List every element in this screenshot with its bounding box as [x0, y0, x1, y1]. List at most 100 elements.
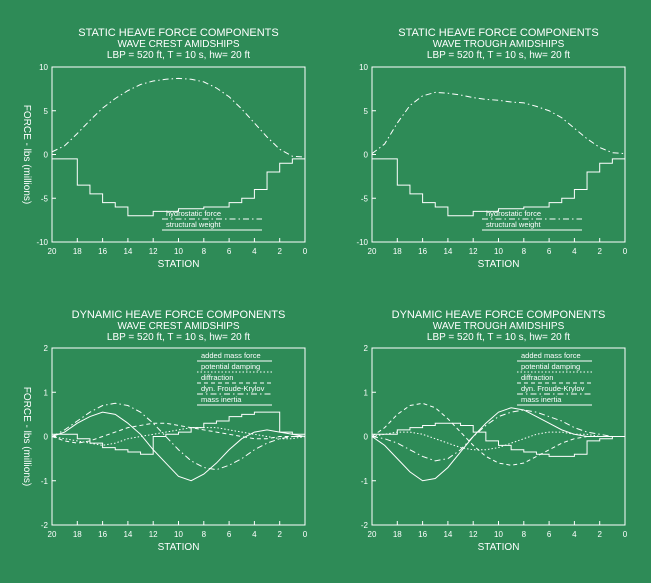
- y-tick-label: 5: [364, 107, 369, 116]
- x-tick-label: 6: [227, 530, 232, 539]
- x-tick-label: 4: [252, 247, 257, 256]
- x-tick-label: 6: [547, 247, 552, 256]
- x-tick-label: 16: [98, 247, 107, 256]
- x-tick-label: 20: [48, 247, 57, 256]
- chart-title: DYNAMIC HEAVE FORCE COMPONENTS: [392, 309, 606, 321]
- x-tick-label: 16: [418, 530, 427, 539]
- chart-title: STATIC HEAVE FORCE COMPONENTS: [78, 27, 278, 39]
- y-tick-label: 0: [364, 151, 369, 160]
- x-tick-label: 8: [522, 530, 527, 539]
- x-axis-label: STATION: [158, 259, 200, 270]
- x-tick-label: 20: [368, 530, 377, 539]
- y-tick-label: -10: [356, 238, 368, 247]
- x-tick-label: 14: [123, 247, 132, 256]
- chart-title: STATIC HEAVE FORCE COMPONENTS: [398, 27, 598, 39]
- legend-label: structural weight: [166, 220, 222, 229]
- x-tick-label: 2: [597, 530, 602, 539]
- y-tick-label: 10: [359, 63, 368, 72]
- series-line-mass-inertia: [372, 422, 625, 457]
- legend-label: diffraction: [201, 373, 233, 382]
- legend-label: added mass force: [521, 351, 581, 360]
- legend-label: mass inertia: [201, 395, 242, 404]
- chart-title: DYNAMIC HEAVE FORCE COMPONENTS: [72, 309, 286, 321]
- x-tick-label: 16: [418, 247, 427, 256]
- chart-params: LBP = 520 ft, T = 10 s, hw= 20 ft: [107, 332, 250, 343]
- x-tick-label: 20: [48, 530, 57, 539]
- legend-label: dyn. Froude-Krylov: [521, 384, 585, 393]
- y-tick-label: 0: [44, 151, 49, 160]
- series-line-mass-inertia: [52, 411, 306, 455]
- legend-label: structural weight: [486, 220, 542, 229]
- x-tick-label: 18: [73, 247, 82, 256]
- x-axis-label: STATION: [478, 542, 520, 553]
- legend-label: added mass force: [201, 351, 261, 360]
- x-tick-label: 10: [494, 247, 503, 256]
- y-axis-label: FORCE - lbs (millions): [21, 105, 32, 204]
- series-line-dyn-froude-krylov: [371, 409, 625, 462]
- x-tick-label: 6: [547, 530, 552, 539]
- series-line-structural-weight: [372, 158, 625, 217]
- series-line-potential-damping: [371, 431, 625, 451]
- x-axis-label: STATION: [158, 542, 200, 553]
- x-tick-label: 2: [597, 247, 602, 256]
- x-tick-label: 0: [303, 530, 308, 539]
- legend-label: potential damping: [521, 362, 580, 371]
- series-line-structural-weight: [52, 158, 305, 217]
- chart-subtitle: WAVE TROUGH AMIDSHIPS: [433, 39, 565, 50]
- legend-label: dyn. Froude-Krylov: [201, 384, 265, 393]
- y-tick-label: -5: [361, 194, 369, 203]
- legend-label: hydrostatic force: [166, 209, 221, 218]
- x-tick-label: 12: [149, 530, 158, 539]
- x-tick-label: 2: [277, 247, 282, 256]
- y-tick-label: -2: [361, 521, 369, 530]
- x-tick-label: 16: [98, 530, 107, 539]
- chart-subtitle: WAVE CREST AMIDSHIPS: [117, 39, 239, 50]
- x-tick-label: 0: [303, 247, 308, 256]
- x-tick-label: 18: [393, 530, 402, 539]
- x-tick-label: 4: [252, 530, 257, 539]
- y-tick-label: 2: [44, 344, 49, 353]
- chart-params: LBP = 520 ft, T = 10 s, hw= 20 ft: [427, 332, 570, 343]
- x-tick-label: 6: [227, 247, 232, 256]
- x-tick-label: 2: [277, 530, 282, 539]
- x-tick-label: 4: [572, 247, 577, 256]
- y-tick-label: 5: [44, 107, 49, 116]
- x-tick-label: 8: [522, 247, 527, 256]
- x-tick-label: 8: [202, 530, 207, 539]
- y-tick-label: 2: [364, 344, 369, 353]
- y-tick-label: -5: [41, 194, 49, 203]
- series-line-hydrostatic-force: [371, 91, 626, 155]
- x-tick-label: 8: [202, 247, 207, 256]
- x-axis-label: STATION: [478, 259, 520, 270]
- x-tick-label: 10: [494, 530, 503, 539]
- y-tick-label: 10: [39, 63, 48, 72]
- chart-subtitle: WAVE TROUGH AMIDSHIPS: [433, 321, 565, 332]
- y-tick-label: -1: [361, 477, 369, 486]
- x-tick-label: 0: [623, 530, 628, 539]
- x-tick-label: 14: [443, 247, 452, 256]
- x-tick-label: 12: [469, 247, 478, 256]
- legend-label: diffraction: [521, 373, 553, 382]
- y-tick-label: 1: [44, 388, 49, 397]
- x-tick-label: 14: [443, 530, 452, 539]
- series-line-dyn-froude-krylov: [51, 402, 305, 471]
- x-tick-label: 18: [73, 530, 82, 539]
- x-tick-label: 12: [469, 530, 478, 539]
- series-line-diffraction: [51, 422, 305, 444]
- y-axis-label: FORCE - lbs (millions): [21, 387, 32, 486]
- x-tick-label: 14: [123, 530, 132, 539]
- legend-label: potential damping: [201, 362, 260, 371]
- chart-params: LBP = 520 ft, T = 10 s, hw= 20 ft: [427, 50, 570, 61]
- chart-params: LBP = 520 ft, T = 10 s, hw= 20 ft: [107, 50, 250, 61]
- legend-label: mass inertia: [521, 395, 562, 404]
- y-tick-label: -1: [41, 477, 49, 486]
- legend-label: hydrostatic force: [486, 209, 541, 218]
- x-tick-label: 20: [368, 247, 377, 256]
- series-line-hydrostatic-force: [51, 77, 306, 158]
- x-tick-label: 18: [393, 247, 402, 256]
